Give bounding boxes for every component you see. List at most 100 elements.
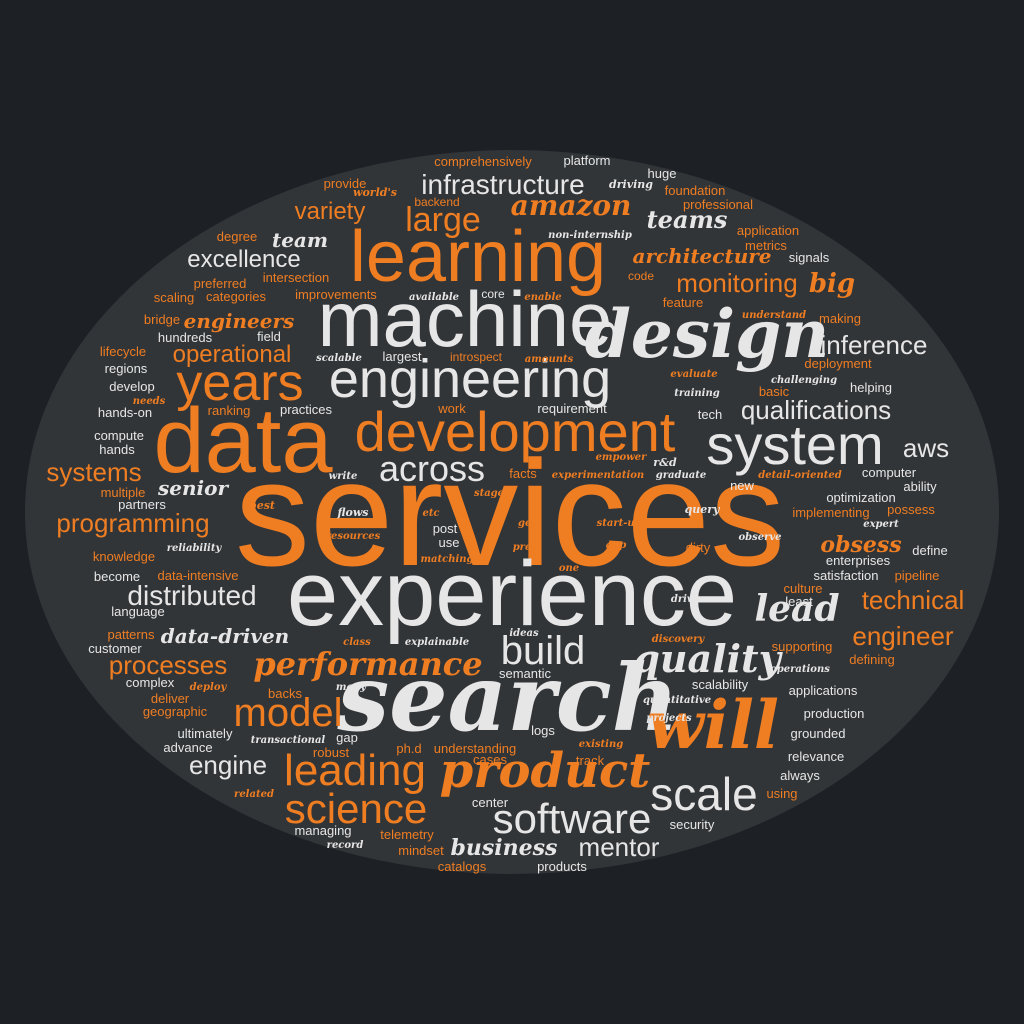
word-evaluate: evaluate [670, 369, 717, 380]
word-best: best [249, 499, 275, 512]
word-quality: quality [633, 636, 783, 681]
word-culture: culture [783, 581, 822, 596]
word-improvements: improvements [295, 287, 377, 302]
word-r-d: r&d [653, 456, 677, 469]
word-develop: develop [109, 379, 155, 394]
word-hundreds: hundreds [158, 330, 213, 345]
word-field: field [257, 329, 281, 344]
word-architecture: architecture [633, 244, 772, 268]
word-ph-d: ph.d [396, 741, 421, 756]
word-projects: projects [646, 713, 692, 724]
word-making: making [819, 311, 861, 326]
word-mentor: mentor [579, 832, 660, 862]
word-training: training [674, 388, 720, 399]
word-business: business [451, 835, 558, 861]
word-robust: robust [313, 745, 350, 760]
word-flows: flows [337, 506, 369, 519]
word-possess: possess [887, 502, 935, 517]
word-managing: managing [294, 823, 351, 838]
word-basic: basic [759, 384, 790, 399]
word-work: work [437, 401, 466, 416]
word-leading: leading [284, 746, 426, 795]
word-knowledge: knowledge [93, 549, 155, 564]
word-post: post [433, 521, 458, 536]
word-foundation: foundation [665, 183, 726, 198]
word-lifecycle: lifecycle [100, 344, 146, 359]
word-software: software [493, 795, 652, 842]
word-product: product [440, 743, 651, 799]
word-data-driven: data-driven [161, 624, 289, 648]
word-partners: partners [118, 497, 166, 512]
word-drive: drive [671, 594, 699, 605]
word-helping: helping [850, 380, 892, 395]
word-challenging: challenging [771, 375, 837, 386]
word-provide: provide [324, 176, 367, 191]
word-multiple: multiple [101, 485, 146, 500]
word-facts: facts [509, 466, 537, 481]
word-optimization: optimization [826, 490, 895, 505]
word-geographic: geographic [143, 704, 208, 719]
word-security: security [670, 817, 715, 832]
word-transactional: transactional [251, 735, 326, 746]
word-define: define [912, 543, 947, 558]
word-class: class [343, 637, 371, 648]
word-resources: resources [326, 531, 381, 542]
word-start-ups: start-ups [597, 518, 648, 529]
word-driving: driving [609, 178, 653, 191]
word-search: search [336, 644, 678, 752]
word-large: large [405, 201, 481, 239]
word-computer: computer [862, 465, 917, 480]
word-intersection: intersection [263, 270, 329, 285]
word-pre: pre [513, 542, 532, 553]
word-semantic: semantic [499, 666, 552, 681]
word-lead: lead [754, 588, 839, 630]
word-detail-oriented: detail-oriented [758, 470, 842, 481]
word-learning: learning [350, 217, 606, 297]
word-app: app [606, 540, 626, 551]
word-satisfaction: satisfaction [813, 568, 878, 583]
word-preferred: preferred [194, 276, 247, 291]
word-signals: signals [789, 250, 830, 265]
word-engine: engine [189, 750, 267, 780]
word-ideas: ideas [509, 628, 539, 639]
word-professional: professional [683, 197, 753, 212]
word-requirement: requirement [537, 401, 607, 416]
word-query: query [685, 503, 721, 516]
word-scaling: scaling [154, 290, 194, 305]
word-complex: complex [126, 675, 175, 690]
word-logs: logs [531, 723, 555, 738]
word-explainable: explainable [405, 637, 469, 648]
word-introspect: introspect [450, 350, 503, 364]
word-understanding: understanding [434, 741, 516, 756]
cloud-ellipse-background [25, 150, 999, 874]
word-reliability: reliability [167, 543, 223, 554]
word-language: language [111, 604, 165, 619]
word-across: across [379, 448, 485, 489]
word-backend: backend [414, 195, 459, 209]
word-enterprises: enterprises [826, 553, 891, 568]
word-engineers: engineers [184, 309, 295, 333]
word-catalogs: catalogs [438, 859, 487, 874]
word-new: new [730, 478, 754, 493]
word-system: system [706, 413, 883, 476]
word-model: model [234, 691, 343, 735]
word-operational: operational [173, 341, 292, 368]
word-get: get [518, 518, 536, 529]
word-aws: aws [903, 433, 949, 463]
word-senior: senior [157, 476, 229, 500]
word-become: become [94, 569, 140, 584]
word-degree: degree [217, 229, 257, 244]
word-discovery: discovery [652, 634, 706, 645]
word-gap: gap [336, 730, 358, 745]
word-ultimately: ultimately [178, 726, 233, 741]
word-grounded: grounded [791, 726, 846, 741]
word-scalable: scalable [316, 353, 362, 364]
word-supporting: supporting [772, 639, 833, 654]
word-using: using [766, 786, 797, 801]
word-graduate: graduate [656, 470, 706, 481]
word-compute: compute [94, 428, 144, 443]
word-code: code [628, 269, 654, 283]
word-backs: backs [268, 686, 302, 701]
word-application: application [737, 223, 799, 238]
